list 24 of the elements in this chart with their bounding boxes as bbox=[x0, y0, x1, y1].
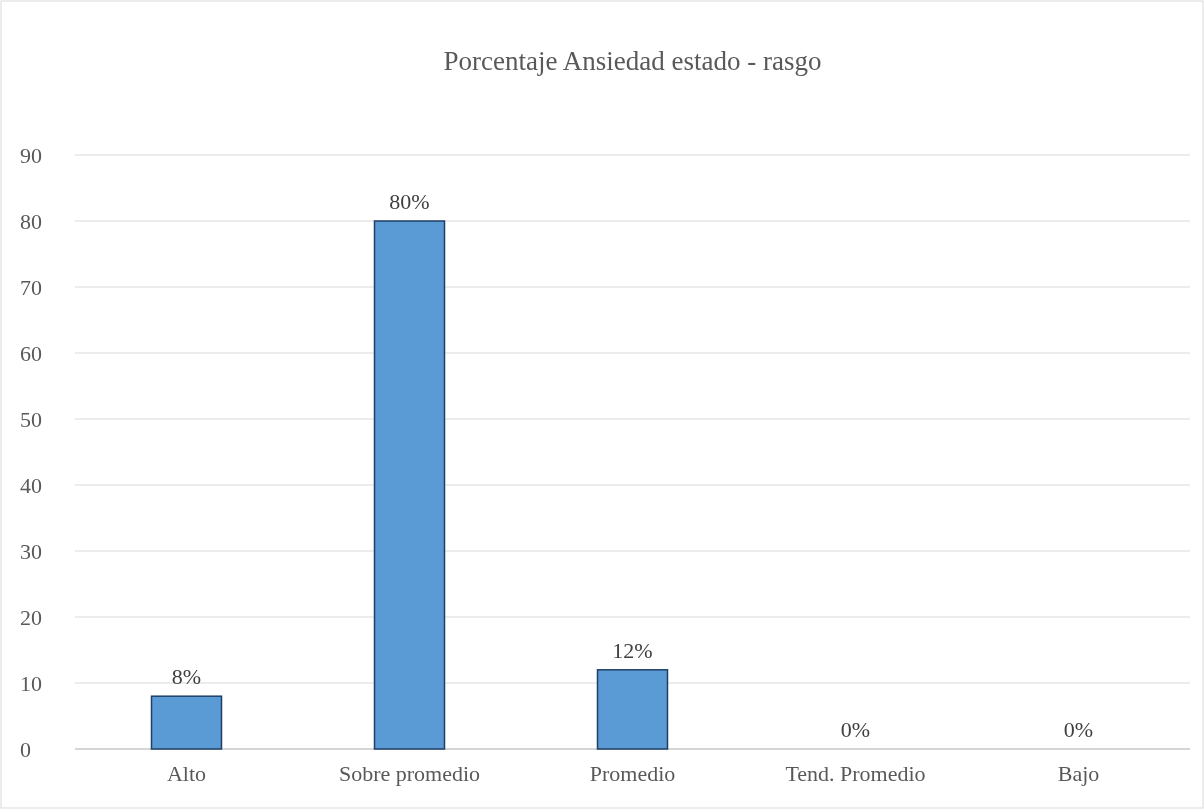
y-tick-label: 80 bbox=[20, 208, 42, 234]
bar bbox=[596, 669, 669, 750]
y-tick-label: 10 bbox=[20, 670, 42, 696]
y-tick-label: 70 bbox=[20, 274, 42, 300]
data-label: 0% bbox=[840, 717, 871, 742]
y-tick-label: 30 bbox=[20, 538, 42, 564]
x-tick-label: Bajo bbox=[1057, 761, 1100, 786]
x-tick-label: Tend. Promedio bbox=[785, 761, 926, 786]
data-label: 12% bbox=[612, 637, 653, 663]
data-label: 8% bbox=[171, 664, 202, 690]
x-tick-label: Alto bbox=[166, 761, 207, 786]
y-tick-label: 50 bbox=[20, 406, 42, 432]
bar bbox=[150, 695, 223, 750]
data-label: 0% bbox=[1063, 717, 1094, 742]
bar bbox=[373, 220, 446, 750]
x-tick-label: Promedio bbox=[589, 761, 676, 786]
y-tick-label: 90 bbox=[20, 142, 42, 168]
chart-title: Porcentaje Ansiedad estado - rasgo bbox=[443, 46, 822, 76]
y-tick-label: 40 bbox=[20, 472, 42, 498]
x-tick-label: Sobre promedio bbox=[338, 761, 481, 786]
y-tick-label: 60 bbox=[20, 340, 42, 366]
y-tick-label: 0 bbox=[20, 736, 31, 762]
data-label: 80% bbox=[389, 189, 430, 214]
y-tick-label: 20 bbox=[20, 604, 42, 630]
